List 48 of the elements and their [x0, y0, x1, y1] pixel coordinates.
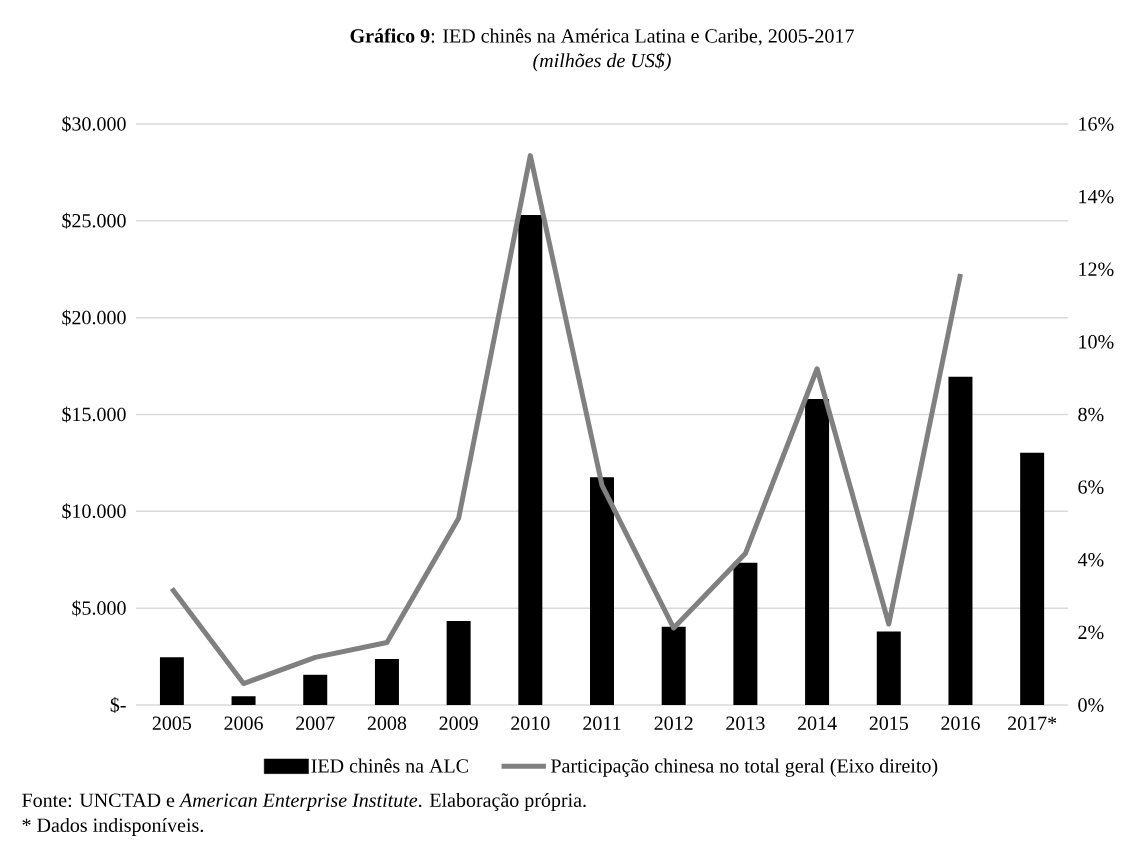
- y2-tick-label: 8%: [1078, 407, 1104, 422]
- bar: [948, 376, 973, 705]
- y-tick-label: $30.000: [62, 115, 126, 132]
- legend-label: Participação chinesa no total geral (Eixo direito): [551, 758, 938, 777]
- bar: [733, 562, 758, 705]
- x-tick-label: 2008: [367, 716, 407, 731]
- y-tick-label: $10.000: [62, 503, 126, 520]
- y2-tick-label: 12%: [1079, 262, 1114, 277]
- y-tick-label: $15.000: [62, 406, 126, 423]
- x-tick-label: 2010: [511, 716, 550, 731]
- x-tick-label: 2011: [583, 716, 621, 731]
- x-tick-label: 2017*: [1008, 716, 1057, 731]
- bar: [590, 477, 614, 705]
- y2-tick-label: 2%: [1078, 625, 1104, 640]
- bar: [1020, 452, 1045, 705]
- y2-tick-label: 10%: [1079, 335, 1114, 349]
- y-tick-label: $-: [110, 696, 126, 713]
- bar: [661, 626, 686, 705]
- y-tick-label: $25.000: [62, 212, 126, 229]
- x-tick-label: 2007: [296, 716, 335, 731]
- bar: [159, 657, 184, 705]
- source-note: Fonte: UNCTAD e American Enterprise Institute. Elaboração própria.: [22, 792, 586, 812]
- y-tick-label: $5.000: [72, 600, 126, 617]
- legend-label: IED chinês na ALC: [311, 758, 468, 773]
- chart-subtitle: (milhões de US$): [533, 52, 671, 72]
- y2-tick-label: 4%: [1077, 552, 1104, 567]
- x-tick-label: 2005: [152, 716, 192, 731]
- x-tick-label: 2013: [726, 716, 765, 731]
- text: * Dados indisponíveis.: [22, 817, 204, 837]
- x-tick-label: 2009: [439, 716, 478, 731]
- bar: [446, 620, 471, 705]
- bar: [231, 696, 256, 705]
- bar: [374, 658, 399, 705]
- y2-tick-label: 16%: [1079, 117, 1114, 131]
- y2-tick-label: 0%: [1078, 698, 1104, 712]
- bar: [805, 399, 830, 705]
- bar: [518, 215, 543, 705]
- bar: [876, 631, 901, 705]
- chart-title: Gráfico 9: IED chinês na América Latina e Caribe, 2005-2017: [350, 28, 854, 46]
- bar: [303, 674, 328, 705]
- y2-tick-label: 14%: [1079, 189, 1114, 204]
- x-tick-label: 2012: [654, 716, 693, 731]
- x-tick-label: 2006: [224, 716, 263, 731]
- x-tick-label: 2015: [869, 716, 908, 731]
- x-tick-label: 2016: [941, 716, 980, 731]
- y2-tick-label: 6%: [1078, 480, 1104, 494]
- x-tick-label: 2014: [797, 716, 837, 731]
- y-tick-label: $20.000: [62, 309, 126, 326]
